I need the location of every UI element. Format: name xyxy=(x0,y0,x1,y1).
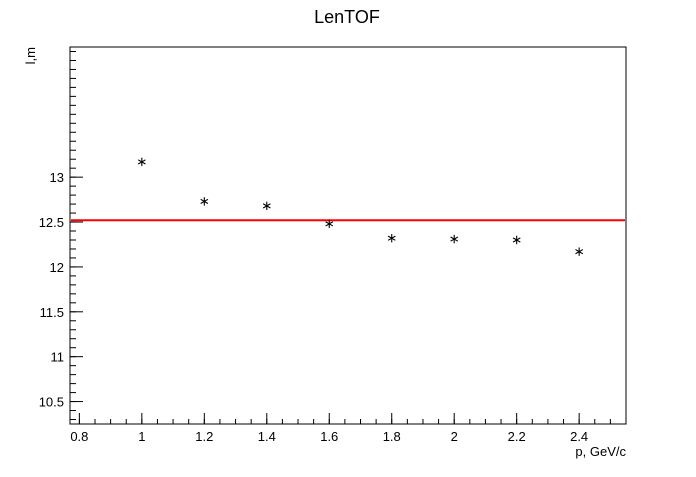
y-tick-label: 11 xyxy=(51,350,65,365)
x-tick-label: 1 xyxy=(138,429,145,444)
y-tick-label: 10.5 xyxy=(39,395,64,410)
y-axis-title: l,m xyxy=(23,47,38,64)
x-tick-label: 0.8 xyxy=(70,429,88,444)
data-points xyxy=(137,157,584,256)
y-tick-label: 13 xyxy=(50,170,64,185)
x-tick-label: 1.2 xyxy=(195,429,213,444)
x-tick-label: 2.2 xyxy=(508,429,526,444)
data-point xyxy=(575,247,584,256)
x-tick-label: 2.4 xyxy=(570,429,588,444)
data-point xyxy=(200,197,209,206)
x-axis-ticks xyxy=(78,413,627,424)
y-axis-ticks xyxy=(70,50,83,421)
y-tick-label: 11.5 xyxy=(40,305,64,320)
x-tick-label: 1.6 xyxy=(320,429,338,444)
y-tick-label: 12.5 xyxy=(39,215,64,230)
plot-frame xyxy=(69,46,627,425)
x-tick-label: 1.4 xyxy=(258,429,276,444)
x-axis-tick-labels: 0.8 1 1.2 1.4 1.6 1.8 2 2.2 2.4 xyxy=(70,429,588,444)
data-point xyxy=(512,235,521,245)
y-axis-tick-labels: 10.5 11 11.5 12 12.5 13 xyxy=(39,170,64,409)
data-point xyxy=(387,233,396,243)
x-tick-label: 2 xyxy=(451,429,458,444)
data-point xyxy=(325,219,334,229)
chart-title: LenTOF xyxy=(314,7,380,27)
x-tick-label: 1.8 xyxy=(383,429,401,444)
data-point xyxy=(137,157,146,167)
data-point xyxy=(262,201,271,211)
x-axis-title: p, GeV/c xyxy=(575,444,626,459)
y-tick-label: 12 xyxy=(50,260,64,275)
data-point xyxy=(450,234,459,244)
